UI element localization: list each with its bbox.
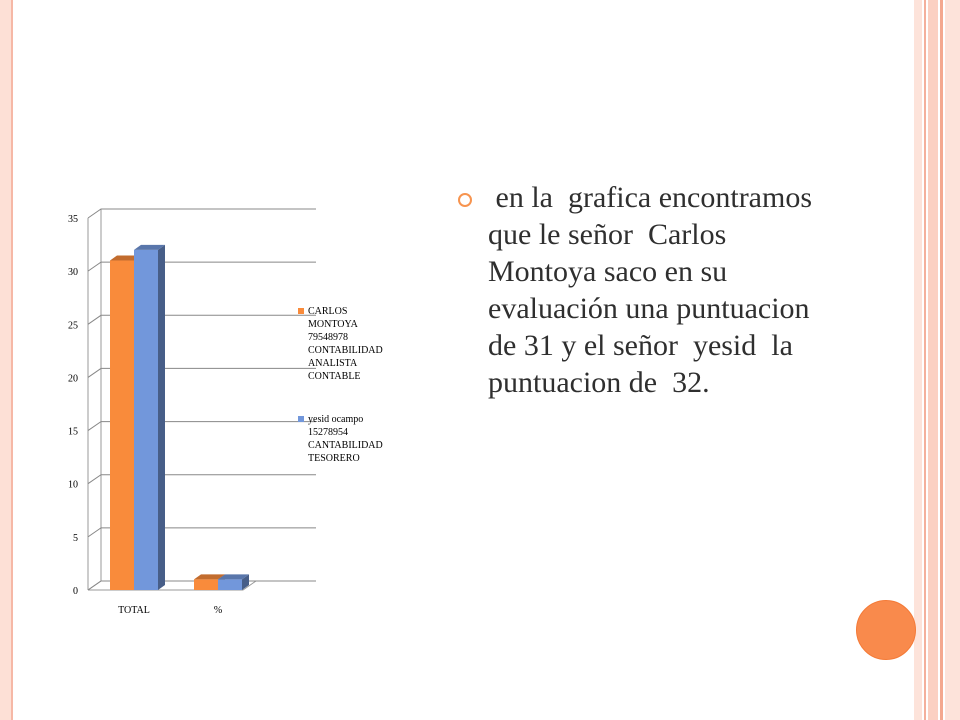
y-tick-label: 25 [68,320,78,331]
bar-top [218,574,249,580]
gridline [87,527,316,538]
bullet-text: en la grafica encontramos que le señor C… [488,181,820,399]
y-tick-label: 10 [68,480,78,491]
y-tick-label: 5 [73,533,78,544]
gridline [87,261,316,272]
y-tick-label: 30 [68,267,78,278]
bar-front [134,249,158,590]
y-tick-label: 0 [73,586,78,597]
right-stripes-decoration [914,0,960,720]
x-tick-label: % [214,605,222,616]
bar-front [194,579,218,590]
legend-swatch [298,308,304,314]
gridline [87,208,316,219]
decorative-circle [856,600,916,660]
bar-top [194,574,225,580]
bar-side [242,574,249,590]
legend-label: yesid ocampo 15278954 CANTABILIDAD TESORERO [308,414,383,464]
bar-side [158,244,165,590]
bar-chart: 0 5 10 15 20 25 30 35 TOTAL% CARLOS MONTOYA 7954897… [55,205,435,635]
gridline [87,474,316,485]
bar-front [110,260,134,590]
gridline [87,421,316,431]
left-border-decoration [0,0,13,720]
y-tick-label: 20 [68,373,78,384]
bar-front [218,579,242,590]
gridline [87,314,316,325]
bullet-text-block: en la grafica encontramos que le señor C… [458,179,838,401]
y-tick-label: 15 [68,427,78,438]
bullet-circle-icon [458,193,472,207]
legend-label: CARLOS MONTOYA 79548978 CONTABILIDAD ANALIST… [308,306,383,382]
legend-swatch [298,416,304,422]
bar-top [134,244,165,250]
y-tick-label: 35 [68,214,78,225]
bar-top [110,255,141,261]
x-tick-label: TOTAL [118,605,150,616]
gridline [87,367,316,378]
chart-svg: 0 5 10 15 20 25 30 35 TOTAL % CARLOS MONTOYA 7954897… [68,208,383,616]
